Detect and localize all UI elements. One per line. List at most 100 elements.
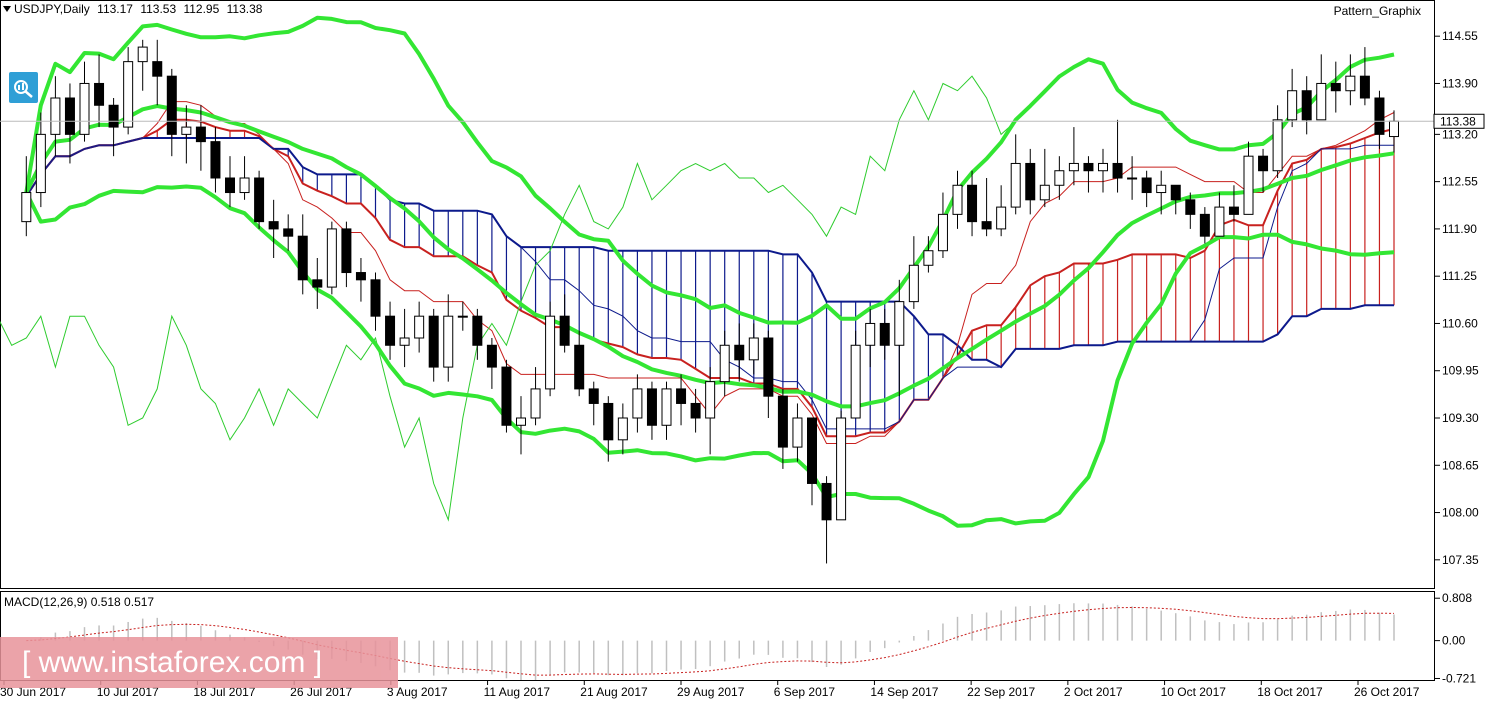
- price-axis: 114.55 113.90 113.20 112.55 111.90 111.25 110.…: [1434, 29, 1479, 685]
- candle-bull: [123, 47, 134, 135]
- candle-body: [1025, 162, 1036, 201]
- candle-bear: [501, 359, 512, 433]
- chikou-line: [0, 75, 1017, 522]
- candle-body: [981, 221, 992, 230]
- time-tick-label: 10 Oct 2017: [1161, 685, 1227, 699]
- candle-bear: [1228, 185, 1239, 222]
- price-tick-label: 111.90: [1442, 222, 1477, 236]
- candle-body: [1156, 184, 1167, 194]
- candle-bull: [850, 330, 861, 419]
- candle-bull: [414, 301, 425, 353]
- candle-bull: [21, 156, 32, 237]
- chart-header: USDJPY,Daily 113.17 113.53 112.95 113.38: [0, 2, 266, 16]
- time-tick-label: 3 Aug 2017: [387, 685, 448, 699]
- candle-body: [283, 228, 294, 237]
- open-value: 113.17: [97, 2, 133, 16]
- candle-bear: [64, 83, 75, 164]
- candle-body: [195, 126, 206, 143]
- candle-body: [428, 315, 439, 368]
- candle-bear: [152, 39, 163, 106]
- candle-body: [574, 344, 585, 390]
- candle-bull: [326, 221, 337, 295]
- time-tick-label: 14 Sep 2017: [870, 685, 938, 699]
- candle-bull: [865, 308, 876, 368]
- candle-body: [21, 192, 32, 223]
- candle-bear: [195, 105, 206, 171]
- candle-body: [1258, 155, 1269, 172]
- kijun-line: [25, 137, 1394, 430]
- candle-body: [94, 82, 105, 106]
- macd-tick-label: 0.808: [1442, 591, 1472, 605]
- candle-bull: [894, 279, 905, 397]
- candle-bear: [370, 272, 381, 331]
- candle-body: [166, 75, 177, 135]
- candle-bull: [1243, 141, 1254, 215]
- candle-body: [516, 417, 526, 426]
- candle-body: [297, 235, 308, 281]
- candle-bull: [908, 236, 919, 309]
- candle-bear: [763, 330, 774, 418]
- candle-bear: [283, 214, 294, 251]
- candle-bear: [981, 178, 992, 237]
- candle-body: [137, 46, 148, 63]
- candle-body: [807, 417, 817, 484]
- candle-body: [443, 315, 454, 368]
- candle-bear: [268, 199, 279, 258]
- candle-body: [181, 126, 192, 135]
- time-tick-label: 26 Jul 2017: [290, 685, 352, 699]
- candle-body: [1185, 199, 1196, 215]
- candle-body: [268, 221, 279, 230]
- candle-body: [996, 206, 1007, 230]
- candle-body: [108, 104, 119, 128]
- candle-body: [312, 279, 323, 288]
- price-tick-label: 107.35: [1442, 553, 1479, 567]
- time-tick-label: 29 Aug 2017: [677, 685, 745, 699]
- candle-bear: [94, 54, 105, 128]
- candle-bull: [137, 39, 148, 91]
- candle-bull: [1214, 192, 1225, 237]
- candle-body: [792, 417, 803, 448]
- candle-body: [501, 366, 512, 426]
- candle-bear: [312, 258, 323, 309]
- candle-bear: [574, 330, 585, 397]
- candle-bear: [166, 68, 177, 157]
- candle-bear: [1301, 76, 1312, 135]
- candle-bull: [50, 76, 61, 157]
- candle-body: [1272, 119, 1283, 172]
- candle-bull: [617, 403, 628, 455]
- chevron-down-icon[interactable]: [3, 6, 11, 12]
- time-tick-label: 18 Oct 2017: [1257, 685, 1323, 699]
- candle-body: [821, 482, 832, 521]
- candle-bear: [603, 396, 614, 462]
- current-price-label: 113.38: [1440, 114, 1476, 128]
- candle-bear: [734, 323, 745, 382]
- bollinger-lower: [24, 184, 1395, 528]
- candle-body: [661, 388, 672, 426]
- candle-bear: [1258, 148, 1269, 193]
- candle-bear: [807, 417, 817, 506]
- candle-bull: [705, 367, 716, 455]
- candle-bear: [297, 214, 308, 295]
- candle-bear: [472, 308, 483, 360]
- candle-bull: [1068, 127, 1079, 186]
- candle-body: [326, 228, 337, 288]
- candle-body: [1359, 75, 1370, 99]
- candle-bull: [1127, 156, 1138, 200]
- candle-body: [1389, 120, 1399, 138]
- candle-bear: [1199, 207, 1210, 244]
- candle-bear: [1083, 156, 1094, 193]
- candle-body: [967, 184, 978, 223]
- price-tick-label: 111.25: [1442, 269, 1477, 283]
- candle-bear: [385, 301, 396, 360]
- candle-body: [210, 141, 221, 179]
- candle-bull: [937, 192, 948, 258]
- candle-body: [64, 97, 75, 135]
- candle-body: [486, 344, 497, 368]
- price-tick-label: 114.55: [1442, 29, 1478, 43]
- candle-bear: [486, 338, 497, 389]
- candle-body: [1301, 90, 1312, 121]
- time-tick-label: 26 Oct 2017: [1354, 685, 1420, 699]
- candle-bull: [1156, 170, 1167, 215]
- candle-body: [1287, 90, 1298, 121]
